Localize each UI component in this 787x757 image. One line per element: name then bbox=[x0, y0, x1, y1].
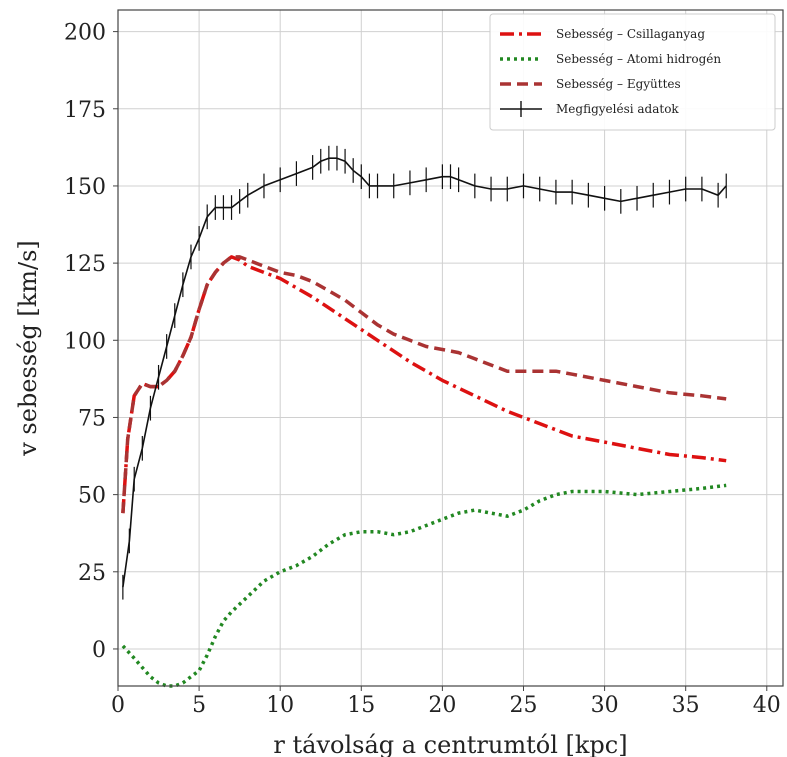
y-tick-label: 25 bbox=[78, 561, 106, 586]
y-tick-label: 50 bbox=[78, 484, 106, 509]
legend-label: Sebesség – Atomi hidrogén bbox=[556, 52, 721, 66]
legend: Sebesség – Csillaganyag Sebesség – Atomi … bbox=[489, 13, 776, 131]
y-tick-label: 175 bbox=[64, 98, 106, 123]
x-tick-label: 35 bbox=[672, 693, 700, 718]
legend-label: Megfigyelési adatok bbox=[556, 102, 679, 116]
series-line-2 bbox=[121, 483, 727, 688]
series-layer bbox=[121, 145, 727, 688]
series-line-3 bbox=[121, 255, 727, 514]
y-tick-label: 200 bbox=[64, 21, 106, 46]
y-axis-label: v sebesség [km/s] bbox=[14, 240, 42, 457]
legend-label: Sebesség – Együttes bbox=[556, 77, 681, 91]
tick-labels: 0 5 10 15 20 25 30 35 40 0 25 50 75 100 125 150 175 200 bbox=[64, 21, 781, 718]
x-axis-label: r távolság a centrumtól [kpc] bbox=[273, 731, 627, 757]
x-tick-label: 30 bbox=[591, 693, 619, 718]
plot-frame bbox=[117, 9, 784, 687]
y-tick-label: 100 bbox=[64, 329, 106, 354]
y-tick-label: 150 bbox=[64, 175, 106, 200]
y-tick-label: 75 bbox=[78, 406, 106, 431]
x-tick-label: 25 bbox=[509, 693, 537, 718]
x-tick-label: 15 bbox=[347, 693, 375, 718]
legend-box bbox=[489, 13, 776, 131]
x-tick-label: 40 bbox=[753, 693, 781, 718]
x-tick-label: 20 bbox=[428, 693, 456, 718]
legend-label: Sebesség – Csillaganyag bbox=[556, 27, 705, 41]
y-tick-label: 0 bbox=[92, 638, 106, 663]
series-line-4 bbox=[122, 157, 727, 588]
x-tick-label: 10 bbox=[266, 693, 294, 718]
x-tick-label: 0 bbox=[111, 693, 125, 718]
x-tick-label: 5 bbox=[192, 693, 206, 718]
y-tick-label: 125 bbox=[64, 252, 106, 277]
